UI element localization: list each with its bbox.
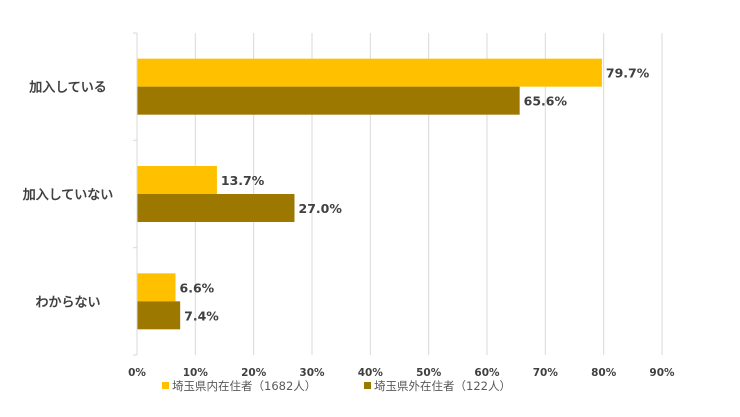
x-tick-label: 10% [183, 367, 209, 379]
bar [137, 86, 520, 115]
data-labels: 79.7% 65.6% 13.7% 27.0% 6.6% 7.4% [180, 66, 650, 324]
legend-swatch [364, 382, 371, 389]
data-label: 13.7% [221, 173, 265, 188]
category-axis [133, 32, 138, 356]
legend-swatch [162, 382, 169, 389]
data-label: 7.4% [184, 308, 219, 323]
x-tick-label: 50% [416, 367, 442, 379]
data-label: 6.6% [180, 280, 215, 295]
x-tick-label: 20% [241, 367, 267, 379]
x-tick-labels: 0% 10% 20% 30% 40% 50% 60% 70% 80% 90% [128, 367, 675, 379]
x-tick-label: 30% [299, 367, 325, 379]
legend: 埼玉県内在住者（1682人） 埼玉県外在住者（122人） [162, 379, 511, 393]
bar [137, 273, 176, 302]
category-label: わからない [35, 295, 100, 310]
x-tick-label: 90% [649, 367, 675, 379]
bar [137, 301, 181, 330]
data-label: 65.6% [524, 94, 568, 109]
bar [137, 194, 295, 222]
legend-label: 埼玉県外在住者（122人） [374, 379, 511, 393]
bar [137, 166, 217, 194]
bar [137, 58, 602, 87]
data-label: 27.0% [299, 201, 343, 216]
bars [137, 58, 602, 330]
category-label: 加入していない [22, 188, 114, 203]
data-label: 79.7% [606, 66, 650, 81]
category-label: 加入している [28, 81, 107, 96]
x-tick-label: 60% [474, 367, 500, 379]
x-tick-label: 70% [533, 367, 559, 379]
legend-label: 埼玉県内在住者（1682人） [172, 379, 316, 393]
x-tick-label: 40% [358, 367, 384, 379]
x-tick-label: 80% [591, 367, 617, 379]
x-tick-label: 0% [128, 367, 146, 379]
